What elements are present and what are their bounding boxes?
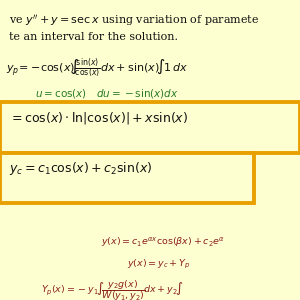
Text: $= \cos(x)\cdot\ln|\cos(x)| + x\sin(x)$: $= \cos(x)\cdot\ln|\cos(x)| + x\sin(x)$ (9, 110, 188, 126)
FancyBboxPatch shape (0, 153, 254, 203)
Text: $Y_p(x) = -y_1\!\int\!\dfrac{y_2 g(x)}{W(y_1,y_2)}\!dx + y_2\!\int$: $Y_p(x) = -y_1\!\int\!\dfrac{y_2 g(x)}{W… (40, 278, 183, 300)
Text: te an interval for the solution.: te an interval for the solution. (9, 32, 178, 42)
Text: $y_p\!=\!-\!\cos(x)\!\!\int\!\!\frac{\sin(x)}{\cos(x)}dx + \sin(x)\!\int\! 1\, d: $y_p\!=\!-\!\cos(x)\!\!\int\!\!\frac{\si… (6, 56, 188, 80)
Text: $y(x) = c_1 e^{\alpha x}\cos(\beta x) + c_2 e^{\alpha}$: $y(x) = c_1 e^{\alpha x}\cos(\beta x) + … (101, 235, 225, 249)
FancyBboxPatch shape (0, 103, 300, 153)
Text: $y(x) = y_c + Y_p$: $y(x) = y_c + Y_p$ (127, 258, 190, 271)
Text: $u = \cos(x)\quad du = -\sin(x)dx$: $u = \cos(x)\quad du = -\sin(x)dx$ (35, 87, 178, 100)
Text: ve $y'' + y = \sec x$ using variation of paramete: ve $y'' + y = \sec x$ using variation of… (9, 13, 259, 28)
Text: $y_c = c_1\cos(x) + c_2\sin(x)$: $y_c = c_1\cos(x) + c_2\sin(x)$ (9, 160, 152, 177)
